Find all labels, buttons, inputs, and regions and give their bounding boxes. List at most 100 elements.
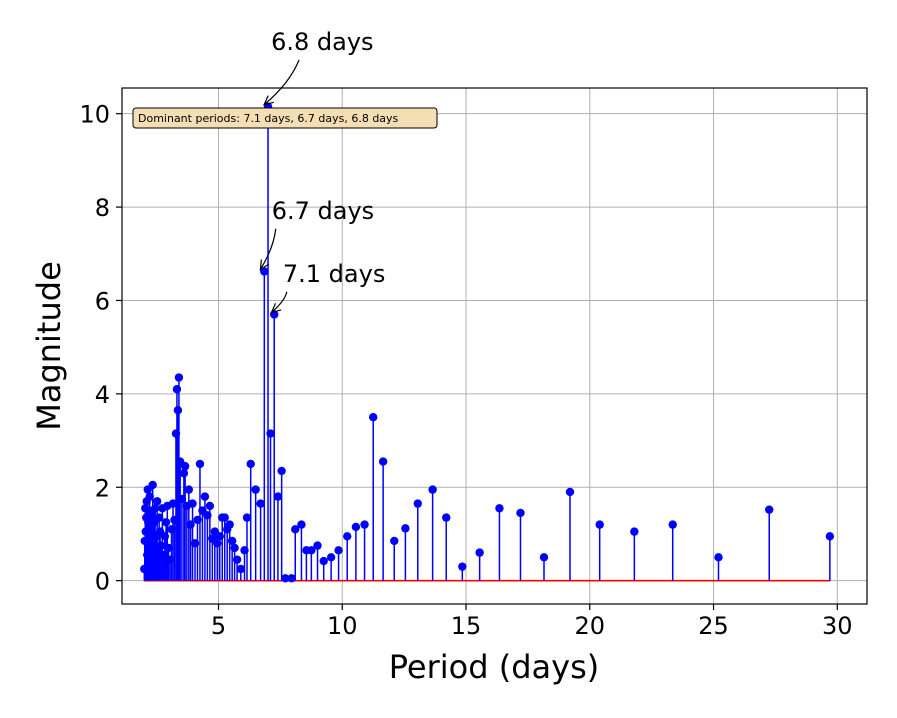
stem-marker	[171, 429, 181, 438]
stem-marker	[140, 564, 149, 574]
annotation-arrowhead	[259, 259, 270, 271]
stem-marker	[144, 518, 153, 527]
stem-marker	[351, 522, 361, 532]
stem-marker	[266, 429, 275, 438]
marker-layer	[140, 102, 835, 583]
stem-marker	[390, 536, 399, 546]
stem-marker	[174, 373, 184, 382]
stem-marker	[313, 541, 322, 550]
stem-marker	[360, 520, 369, 529]
stem-marker	[140, 536, 149, 546]
stem-marker	[193, 515, 202, 525]
stem-marker	[369, 413, 378, 422]
stem-marker	[595, 520, 604, 529]
stem-marker	[165, 555, 175, 564]
stem-marker	[297, 520, 306, 529]
stem-marker	[246, 459, 255, 469]
stem-marker	[156, 541, 166, 550]
stem-marker	[147, 511, 157, 520]
annotation-label: 6.8 days	[271, 28, 373, 56]
stem-marker	[160, 532, 170, 541]
stem-marker	[149, 539, 158, 548]
x-tick-label: 30	[822, 612, 853, 640]
stem-marker	[291, 525, 300, 534]
stem-marker	[180, 462, 190, 471]
annotation-arrowhead	[270, 303, 282, 314]
stem-marker	[188, 499, 197, 508]
stem-marker	[147, 525, 156, 534]
stem-marker	[184, 485, 194, 494]
x-tick-label: 10	[327, 612, 358, 640]
stem-marker	[428, 485, 437, 494]
stem-marker	[177, 494, 187, 504]
stem-marker	[203, 511, 212, 520]
stem-marker	[159, 550, 168, 560]
stem-marker	[167, 525, 176, 534]
stem-marker	[765, 505, 774, 514]
stem-marker	[213, 539, 222, 548]
stem-marker	[161, 518, 171, 527]
stem-marker	[152, 497, 162, 506]
stem-marker	[227, 536, 237, 546]
annotation-layer: 6.8 days 6.7 days 7.1 days	[259, 28, 385, 314]
stem-marker	[236, 564, 246, 574]
stem-marker	[172, 384, 182, 394]
y-axis-title: Magnitude	[30, 261, 68, 431]
info-box-text: Dominant periods: 7.1 days, 6.7 days, 6.…	[138, 112, 399, 125]
plot-frame	[121, 87, 868, 605]
annotation-arrow	[271, 291, 288, 313]
stem-marker	[164, 543, 173, 553]
stem-marker	[190, 539, 200, 548]
stem-marker	[413, 499, 422, 508]
y-tick-label: 10	[79, 101, 110, 129]
stem-marker	[225, 520, 234, 529]
stem-marker	[179, 469, 189, 478]
stem-marker	[668, 520, 677, 529]
stem-marker	[565, 487, 575, 497]
stem-marker	[251, 485, 260, 494]
grid	[122, 88, 867, 604]
stem-marker	[154, 513, 164, 522]
stem-marker	[256, 499, 265, 508]
annotation-label: 7.1 days	[283, 260, 385, 288]
stem-marker	[277, 466, 286, 476]
stem-marker	[475, 548, 484, 557]
stem-marker	[146, 546, 155, 555]
info-box: Dominant periods: 7.1 days, 6.7 days, 6.…	[132, 107, 438, 129]
stem-marker	[215, 532, 224, 541]
stem-marker	[260, 267, 269, 276]
stem-marker	[195, 459, 205, 469]
info-box-frame	[132, 107, 438, 129]
tick-layer: 5 10 15 20 25 30 0 2 4 6 8 10	[79, 101, 852, 640]
stem-marker	[307, 546, 316, 555]
annotation-arrowhead	[263, 95, 274, 106]
stem-marker	[442, 513, 451, 522]
stem-marker	[186, 520, 195, 529]
stem-marker	[148, 480, 157, 490]
stem-marker	[343, 532, 352, 541]
stem-marker	[230, 543, 239, 553]
stem-marker	[378, 457, 388, 466]
stem-marker	[232, 555, 242, 564]
y-tick-label: 0	[95, 568, 110, 596]
x-tick-label: 15	[451, 612, 482, 640]
stem-marker	[401, 524, 410, 533]
stem-marker	[539, 553, 549, 562]
stem-marker	[220, 513, 229, 522]
stem-marker	[170, 515, 179, 525]
stem-marker	[495, 504, 504, 513]
stem-marker	[145, 492, 154, 501]
y-tick-label: 8	[95, 194, 110, 222]
stem-marker	[287, 574, 296, 583]
stem-marker	[714, 553, 723, 562]
x-tick-label: 25	[698, 612, 729, 640]
stem-marker	[630, 527, 639, 536]
y-tick-label: 6	[95, 287, 110, 315]
y-tick-label: 2	[95, 474, 110, 502]
x-tick-label: 5	[211, 612, 226, 640]
x-tick-label: 20	[575, 612, 606, 640]
stem-marker	[240, 546, 249, 555]
stem-marker	[173, 406, 183, 415]
stem-marker	[516, 508, 525, 518]
